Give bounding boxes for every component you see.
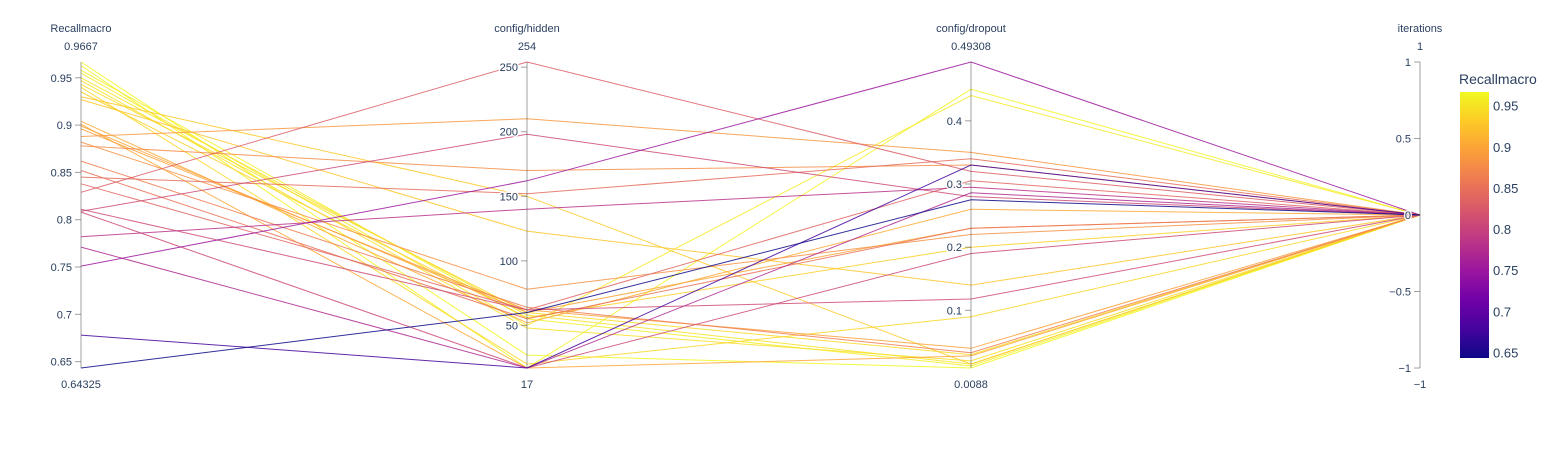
- axis-title: config/dropout: [936, 23, 1006, 35]
- axis-tick-halo: 200: [500, 127, 518, 139]
- data-line: [80, 61, 1421, 369]
- axis-tick-label: −1: [1398, 363, 1411, 375]
- data-line: [80, 96, 1421, 365]
- data-line: [80, 133, 1421, 216]
- axis-tick-label: 0.3: [947, 179, 962, 191]
- colorbar: Recallmacro 0.65 0.7 0.75 0.8 0.85 0.9 0.95: [1459, 71, 1537, 360]
- colorbar-ticks: 0.65 0.7 0.75 0.8 0.85 0.9 0.95: [1493, 99, 1518, 361]
- axis-tick-halo: 0.8: [57, 215, 72, 227]
- axis-tick-halo: 0.1: [947, 305, 962, 317]
- axis-range-min: −1: [1414, 379, 1427, 391]
- axis-tick-label: 0.5: [1396, 134, 1411, 146]
- data-line: [80, 99, 1421, 286]
- colorbar-tick-label: 0.85: [1493, 181, 1518, 196]
- colorbar-tick-label: 0.65: [1493, 345, 1518, 360]
- axis-tick-label: 250: [500, 62, 518, 74]
- axis-tick-label: 0.7: [57, 309, 72, 321]
- data-line: [80, 158, 1421, 216]
- axis-tick-label: 1: [1405, 57, 1411, 69]
- axis-tick-halo: 1: [1405, 57, 1411, 69]
- axis-tick-label: 0.9: [57, 120, 72, 132]
- axis-range-min: 0.0088: [954, 379, 988, 391]
- axis-tick-label: 50: [506, 320, 518, 332]
- colorbar-tick-label: 0.7: [1493, 304, 1511, 319]
- axis-tick-label: 0.75: [51, 262, 72, 274]
- axis-config-dropout[interactable]: config/dropout0.493080.00880.10.10.20.20…: [936, 23, 1006, 391]
- axis-tick-label: 0.85: [51, 167, 72, 179]
- axis-tick-halo: 150: [500, 191, 518, 203]
- colorbar-tick-label: 0.8: [1493, 222, 1511, 237]
- data-line: [80, 192, 1421, 369]
- axis-title: iterations: [1398, 23, 1443, 35]
- axis-range-max: 0.49308: [951, 41, 991, 53]
- axis-tick-label: 0.2: [947, 242, 962, 254]
- axis-title: config/hidden: [494, 23, 559, 35]
- axis-range-max: 0.9667: [64, 41, 98, 53]
- data-line: [80, 128, 1421, 349]
- axis-tick-label: 0.4: [947, 116, 962, 128]
- axis-tick-halo: 0.85: [51, 167, 72, 179]
- colorbar-gradient: [1460, 92, 1489, 358]
- data-lines: [80, 61, 1421, 369]
- data-line: [80, 199, 1421, 369]
- axis-tick-label: −0.5: [1389, 287, 1411, 299]
- axis-recallmacro[interactable]: Recallmacro0.96670.643250.650.650.70.70.…: [49, 23, 111, 391]
- data-line: [80, 91, 1421, 319]
- axis-tick-halo: 0.65: [51, 357, 72, 369]
- data-line: [80, 69, 1421, 367]
- axis-range-max: 1: [1417, 41, 1423, 53]
- axis-range-min: 0.64325: [61, 379, 101, 391]
- axis-tick-halo: −0.5: [1389, 287, 1411, 299]
- data-line: [80, 123, 1421, 369]
- axis-tick-halo: 100: [500, 256, 518, 268]
- axis-tick-halo: 0.4: [947, 116, 962, 128]
- axis-tick-halo: 0.2: [947, 242, 962, 254]
- axis-tick-halo: −1: [1398, 363, 1411, 375]
- axis-tick-halo: 0.95: [51, 73, 72, 85]
- axis-range-min: 17: [521, 379, 533, 391]
- data-line: [80, 61, 1421, 267]
- axis-tick-label: 150: [500, 191, 518, 203]
- data-line: [80, 120, 1421, 324]
- axis-range-max: 254: [518, 41, 536, 53]
- axis-tick-halo: 0.75: [51, 262, 72, 274]
- data-line: [80, 211, 1421, 369]
- axis-title: Recallmacro: [50, 23, 111, 35]
- axis-tick-label: 100: [500, 256, 518, 268]
- data-line: [80, 141, 1421, 290]
- data-line: [80, 86, 1421, 365]
- colorbar-tick-label: 0.75: [1493, 263, 1518, 278]
- axis-tick-label: 0.8: [57, 215, 72, 227]
- axis-tick-halo: 250: [500, 62, 518, 74]
- data-line: [80, 83, 1421, 356]
- axis-tick-label: 0.65: [51, 357, 72, 369]
- axis-tick-label: 200: [500, 127, 518, 139]
- axis-config-hidden[interactable]: config/hidden254175050100100150150200200…: [494, 23, 559, 391]
- axis-tick-label: 0.1: [947, 305, 962, 317]
- data-line: [80, 160, 1421, 354]
- data-line: [80, 65, 1421, 369]
- axis-tick-halo: 0.7: [57, 309, 72, 321]
- axis-tick-halo: 0.3: [947, 179, 962, 191]
- data-line: [80, 72, 1421, 326]
- data-line: [80, 125, 1421, 314]
- data-line: [80, 170, 1421, 320]
- axis-tick-halo: 50: [506, 320, 518, 332]
- colorbar-title: Recallmacro: [1459, 71, 1537, 87]
- axis-tick-halo: 0.5: [1396, 134, 1411, 146]
- colorbar-tick-label: 0.9: [1493, 140, 1511, 155]
- axis-tick-halo: 0: [1405, 210, 1411, 222]
- data-line: [80, 164, 1421, 369]
- colorbar-tick-label: 0.95: [1493, 99, 1518, 114]
- axes: Recallmacro0.96670.643250.650.650.70.70.…: [49, 23, 1443, 391]
- axis-tick-halo: 0.9: [57, 120, 72, 132]
- data-line: [80, 61, 1421, 216]
- axis-tick-label: 0: [1405, 210, 1411, 222]
- axis-tick-label: 0.95: [51, 73, 72, 85]
- data-line: [80, 180, 1421, 311]
- data-line: [80, 208, 1421, 311]
